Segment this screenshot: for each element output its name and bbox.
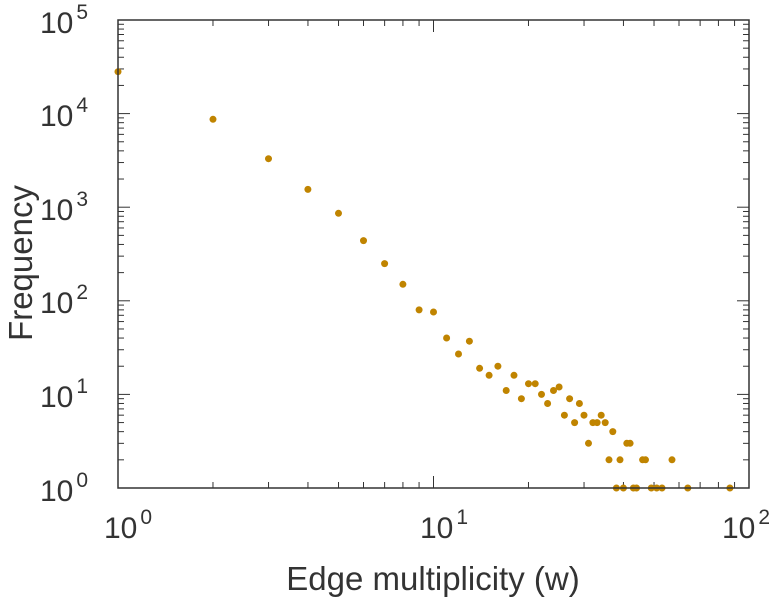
data-point [544,400,552,407]
data-point [335,209,342,217]
data-point [265,155,272,163]
data-point [550,387,557,394]
data-point [476,364,484,372]
data-point [502,387,510,394]
y-tick-label: 10 5 [40,1,88,40]
data-point [304,185,312,193]
data-point [510,371,518,379]
data-point [531,380,539,388]
y-axis-label: Frequency [2,185,39,341]
data-point [494,362,502,370]
data-point [597,411,605,419]
data-point [381,260,389,268]
data-point [566,395,574,403]
data-point [443,334,451,342]
x-tick-label: 10 2 [722,506,770,545]
data-point [525,380,532,388]
y-tick-label: 10 2 [40,281,88,320]
minor-ticks [118,20,749,488]
data-point [399,280,407,288]
data-point [575,400,583,407]
plot-frame [117,19,750,489]
data-point [571,419,579,427]
y-tick-label: 10 0 [40,469,88,508]
data-point [626,439,634,447]
y-tick-label: 10 1 [40,375,88,414]
data-point [360,237,367,245]
data-point [415,306,423,314]
data-point [209,115,217,123]
x-axis-label: Edge multiplicity (w) [286,560,579,597]
data-point [580,411,588,419]
major-ticks [117,19,750,489]
data-point [538,390,545,398]
y-tick-labels: 10 0 10 1 10 2 10 3 10 4 10 5 [40,1,88,508]
data-point [605,456,613,464]
data-point [455,350,462,358]
data-point [642,456,649,464]
y-tick-label: 10 4 [40,94,88,133]
data-point [560,411,568,419]
data-point [485,371,493,379]
data-point [616,456,624,464]
y-tick-label: 10 3 [40,188,88,227]
data-point [593,419,601,427]
data-point [609,428,617,436]
x-tick-label: 10 1 [420,506,468,545]
data-point [465,337,473,345]
data-point [517,395,525,403]
data-point [585,439,592,447]
data-points [114,68,734,492]
x-tick-label: 10 0 [104,506,152,545]
data-point [601,419,609,427]
data-point [555,383,563,391]
x-tick-labels: 10 0 10 1 10 2 [104,506,770,545]
data-point [668,456,676,464]
data-point [430,308,437,316]
